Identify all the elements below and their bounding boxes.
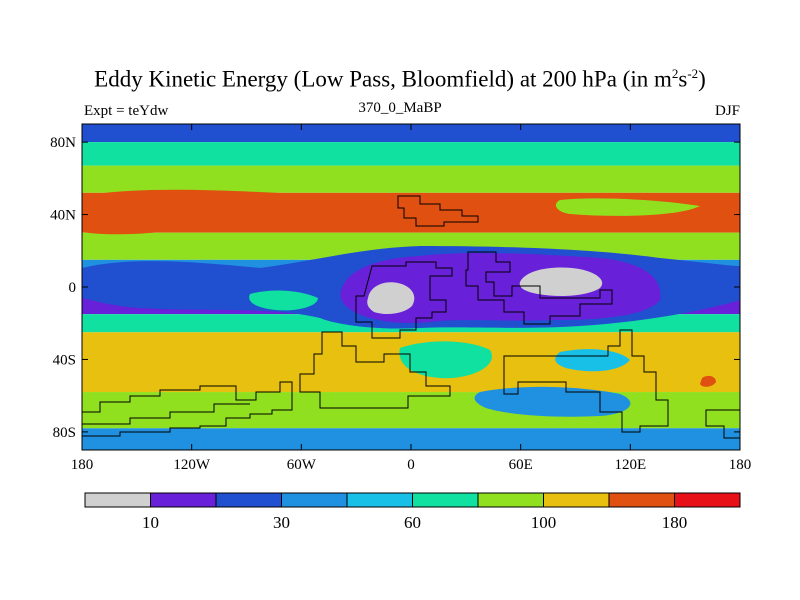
colorbar-box: [150, 492, 217, 508]
colorbar-box: [477, 492, 544, 508]
plot-area: [81, 123, 741, 451]
colorbar-box: [215, 492, 282, 508]
colorbar-box: [84, 492, 151, 508]
field-band-9: [82, 392, 740, 429]
colorbar-label: 180: [662, 513, 688, 532]
subtitle-center: 370_0_MaBP: [358, 100, 442, 116]
nh-yellow-break: [555, 198, 700, 216]
y-tick-label: 40S: [53, 352, 76, 368]
sh-cyan-patch: [555, 349, 630, 372]
subtitle-right: DJF: [714, 103, 740, 119]
x-tick-label: 180: [71, 457, 94, 473]
x-tick-label: 60W: [287, 457, 317, 473]
colorbar-box: [281, 492, 348, 508]
tropical-min-west: [367, 282, 415, 314]
continent-north: [397, 195, 479, 227]
sh-yellow-dot: [366, 378, 380, 390]
y-axis: 80N 40N 0 40S 80S: [50, 135, 740, 441]
title-superscript-2: -2: [687, 66, 699, 81]
x-tick-label: 0: [407, 457, 415, 473]
coastlines: [82, 195, 740, 439]
nh-jet-max-east: [712, 194, 740, 214]
colorbar-label: 30: [273, 513, 290, 532]
colorbar-box: [346, 492, 413, 508]
y-tick-label: 0: [69, 280, 77, 296]
y-tick-label: 80N: [50, 135, 76, 151]
antarctic-outline: [82, 381, 293, 437]
title-superscript-1: 2: [671, 66, 679, 81]
y-tick-label: 80S: [53, 425, 76, 441]
continent-equatorial-east: [465, 251, 613, 325]
island-east: [705, 409, 740, 439]
colorbar-box: [543, 492, 610, 508]
x-axis: 180 120W 60W 0 60E 120E 180: [71, 124, 752, 473]
antarctic-inner: [82, 403, 250, 425]
field-band-1: [82, 142, 740, 166]
colorbar-label: 100: [531, 513, 557, 532]
x-tick-label: 180: [729, 457, 752, 473]
chart-title: Eddy Kinetic Energy (Low Pass, Bloomfiel…: [0, 66, 800, 93]
field-band-10: [82, 428, 740, 450]
subtitle-left: Expt = teYdw: [84, 103, 169, 119]
continent-equatorial-west: [355, 261, 453, 339]
sh-green-tongue: [249, 290, 318, 311]
continent-southern-west: [299, 331, 451, 409]
title-text-end: ): [698, 66, 706, 92]
colorbar: 10 30 60 100 180: [84, 492, 741, 532]
colorbar-box: [608, 492, 675, 508]
colorbar-box: [412, 492, 479, 508]
x-tick-label: 120W: [173, 457, 211, 473]
nh-jet-max: [82, 189, 352, 235]
field-band-2: [82, 165, 740, 193]
continent-southern-east: [503, 329, 669, 433]
colorbar-label: 60: [404, 513, 421, 532]
title-text: Eddy Kinetic Energy (Low Pass, Bloomfiel…: [94, 66, 672, 92]
sh-green-patch: [399, 341, 492, 379]
title-text-mid: s: [678, 66, 688, 92]
sh-orange-dot: [700, 375, 716, 387]
x-tick-label: 60E: [509, 457, 533, 473]
y-tick-label: 40N: [50, 208, 76, 224]
field-band-0: [82, 124, 740, 143]
colorbar-label: 10: [142, 513, 159, 532]
x-tick-label: 120E: [614, 457, 646, 473]
colorbar-box: [674, 492, 741, 508]
